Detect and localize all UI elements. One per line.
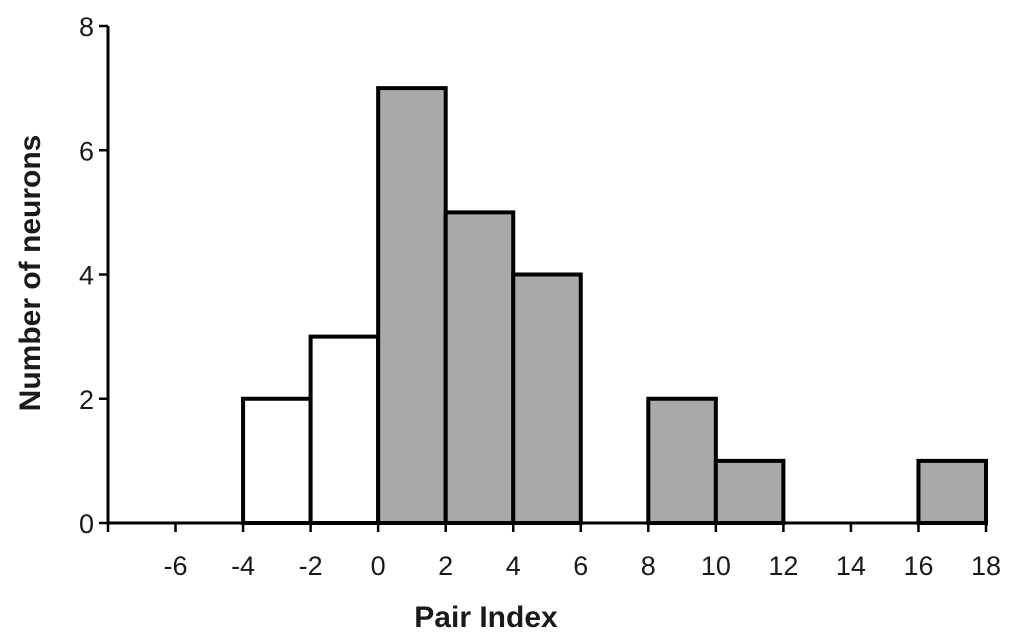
histogram-bar — [308, 334, 381, 525]
x-tick-label: 14 — [836, 551, 866, 581]
y-tick-label: 8 — [79, 12, 94, 42]
histogram-bar — [916, 458, 989, 525]
x-tick-label: 6 — [573, 551, 588, 581]
y-tick-label: 4 — [79, 261, 94, 291]
histogram-bar — [241, 396, 313, 525]
x-tick-label: 2 — [438, 551, 453, 581]
x-tick-label: 18 — [971, 551, 1001, 581]
x-tick-label: 10 — [701, 551, 731, 581]
x-tick-label: 12 — [768, 551, 798, 581]
y-axis-title: Number of neurons — [14, 135, 47, 412]
histogram-bars — [241, 86, 989, 525]
x-tick-label: -4 — [231, 551, 255, 581]
x-tick-label: 16 — [903, 551, 933, 581]
y-tick-label: 0 — [79, 509, 94, 539]
x-axis-ticks: -6 -4 -2 0 2 4 6 8 10 12 14 16 18 — [106, 523, 1001, 581]
x-tick-label: -6 — [164, 551, 188, 581]
histogram-bar — [713, 458, 786, 525]
histogram-bar — [646, 396, 718, 525]
x-tick-label: 4 — [506, 551, 521, 581]
x-tick-label: 8 — [641, 551, 656, 581]
y-tick-label: 2 — [79, 385, 94, 415]
x-tick-label: -2 — [299, 551, 323, 581]
x-tick-label: 0 — [371, 551, 386, 581]
y-axis-ticks: 0 2 4 6 8 — [79, 12, 108, 539]
histogram-bar — [443, 210, 516, 525]
x-axis-title: Pair Index — [414, 601, 558, 632]
y-tick-label: 6 — [79, 136, 94, 166]
histogram-bar — [511, 272, 583, 525]
histogram-bar — [376, 86, 448, 525]
